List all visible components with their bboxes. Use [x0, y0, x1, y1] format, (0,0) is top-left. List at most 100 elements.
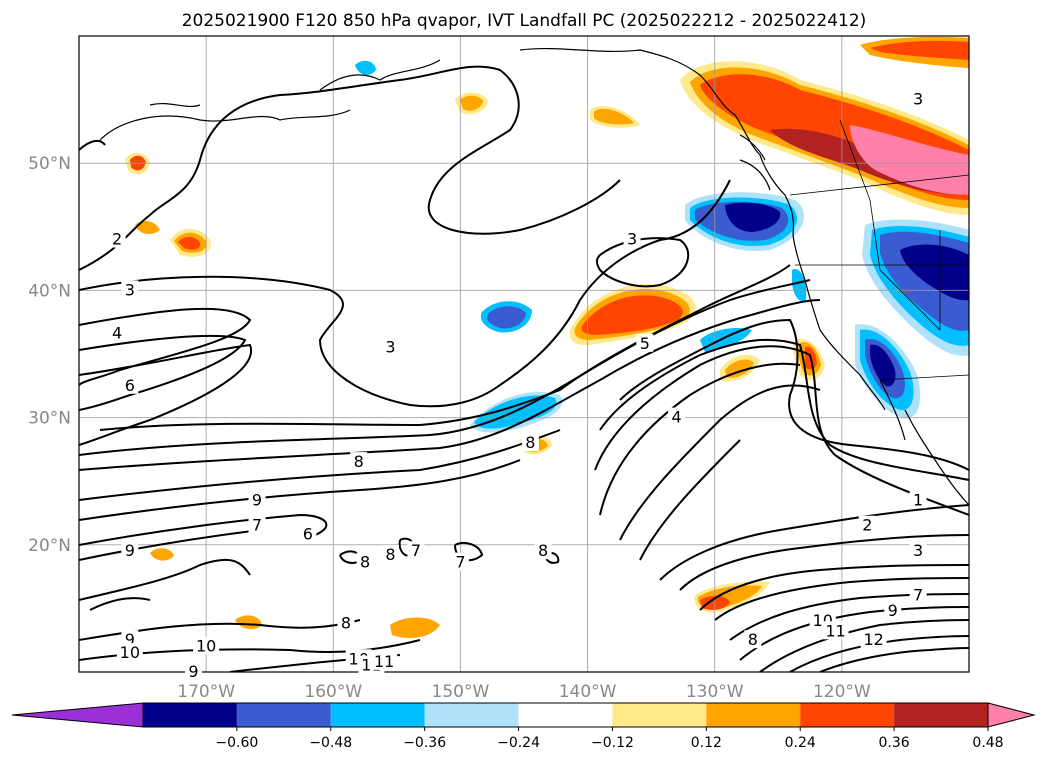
colorbar: −0.60 −0.48 −0.36 −0.24 −0.12 0.12 0.24 0.36 0.4… [11, 702, 1036, 751]
contour-label: 12 [863, 630, 883, 649]
contour-label-bg [193, 636, 220, 655]
contour-label: 1 [913, 490, 923, 509]
contour-label: 3 [385, 338, 395, 357]
contour-label-bg [108, 323, 126, 342]
contour-label-bg [534, 541, 552, 560]
contour-label: 3 [627, 230, 637, 249]
contour-label: 7 [252, 516, 262, 535]
contour-label: 4 [112, 324, 122, 343]
colorbar-extend-high [987, 702, 1036, 728]
contour-label: 9 [888, 601, 898, 620]
contour-label: 9 [125, 630, 135, 649]
lon-tick-label: 120°W [813, 682, 871, 702]
contour-label-bg [623, 229, 641, 248]
contour-label-bg [909, 585, 927, 604]
colorbar-tick-label: −0.36 [403, 735, 446, 751]
colorbar-segment [706, 703, 801, 727]
contour-label-bg [108, 229, 126, 248]
contour-label: 3 [913, 90, 923, 109]
contour-label: 7 [411, 541, 421, 560]
colorbar-segment [612, 703, 707, 727]
colorbar-tick-label: −0.60 [215, 735, 258, 751]
contour-label: 11 [825, 621, 845, 640]
contour-label: 4 [671, 408, 681, 427]
contour-label-bg [860, 630, 887, 649]
colorbar-tick-label: −0.24 [497, 735, 540, 751]
contour-label-bg [116, 642, 143, 661]
contour-label-bg [909, 490, 927, 509]
contour-label: 9 [125, 541, 135, 560]
gridlines [79, 36, 969, 672]
lon-tick-label: 160°W [304, 682, 362, 702]
contour-label: 2 [862, 516, 872, 535]
map-frame [78, 35, 970, 673]
contour-label: 7 [913, 586, 923, 605]
contour-label: 3 [125, 280, 135, 299]
contour-label-bg [822, 621, 849, 640]
contour-label: 8 [748, 630, 758, 649]
contour-label-bg [371, 651, 398, 670]
map-title: 2025021900 F120 850 hPa qvapor, IVT Land… [182, 11, 867, 31]
contour-label-bg [382, 544, 399, 563]
contour-label: 8 [341, 614, 351, 633]
coastlines [99, 47, 969, 506]
colorbar-segment [894, 703, 988, 727]
contour-label: 10 [196, 637, 216, 656]
contour-label-bg [350, 452, 368, 471]
lat-tick-label: 40°N [28, 281, 71, 301]
contour-label: 8 [354, 452, 364, 471]
borders [789, 119, 969, 381]
contour-label-bg [884, 600, 902, 619]
lon-tick-label: 170°W [177, 682, 235, 702]
colorbar-segment [330, 703, 425, 727]
contour-label: 6 [303, 525, 313, 544]
colorbar-extend-low [11, 702, 144, 728]
contour-label-bg [451, 552, 469, 571]
lat-tick-labels: 20°N 30°N 40°N 50°N [28, 154, 71, 556]
contour-label-bg [121, 541, 139, 560]
contour-label-bg [248, 515, 266, 534]
contour-label-bg [382, 337, 399, 356]
colorbar-tick-label: −0.48 [309, 735, 352, 751]
colorbar-segment [800, 703, 895, 727]
contour-label: 11 [374, 652, 394, 671]
colorbar-tick-label: 0.12 [691, 735, 722, 751]
lon-tick-label: 140°W [559, 682, 617, 702]
contour-label-bg [521, 433, 539, 452]
contour-label-bg [299, 524, 317, 543]
contour-label: 7 [455, 553, 465, 572]
contour-label: 8 [360, 553, 370, 572]
contour-label-bg [407, 541, 425, 560]
colorbar-segment [143, 703, 237, 727]
contour-label: 9 [252, 490, 262, 509]
contour-label: 8 [525, 433, 535, 452]
lon-tick-labels: 170°W 160°W 150°W 140°W 130°W 120°W [177, 682, 871, 702]
colorbar-tick-label: 0.36 [879, 735, 910, 751]
contour-label-bg [858, 515, 876, 534]
colorbar-tick-label: 0.24 [785, 735, 816, 751]
contour-label-bg [121, 280, 139, 299]
contour-label: 3 [913, 541, 923, 560]
contour-label-bg [121, 375, 139, 394]
lat-tick-label: 50°N [28, 154, 71, 174]
colorbar-segment [236, 703, 331, 727]
contour-label-bg [356, 552, 374, 571]
contour-label-bg [636, 333, 654, 352]
contour-label-bg [909, 89, 927, 108]
contour-label-bg [337, 613, 355, 632]
colorbar-outline [142, 702, 989, 728]
lat-tick-label: 20°N [28, 536, 71, 556]
contour-labels: 2346335889769887784123910109810111181011… [108, 89, 927, 681]
contour-label: 9 [188, 662, 198, 681]
contour-label: 8 [538, 541, 548, 560]
lon-tick-label: 130°W [686, 682, 744, 702]
contour-label-bg [668, 407, 686, 426]
colorbar-tick-label: 0.48 [972, 735, 1003, 751]
lon-tick-label: 150°W [432, 682, 490, 702]
contour-label: 6 [125, 376, 135, 395]
colorbar-segment [518, 703, 613, 727]
contour-label: 5 [640, 334, 650, 353]
contour-label-bg [744, 630, 762, 649]
contour-label: 10 [120, 643, 140, 662]
